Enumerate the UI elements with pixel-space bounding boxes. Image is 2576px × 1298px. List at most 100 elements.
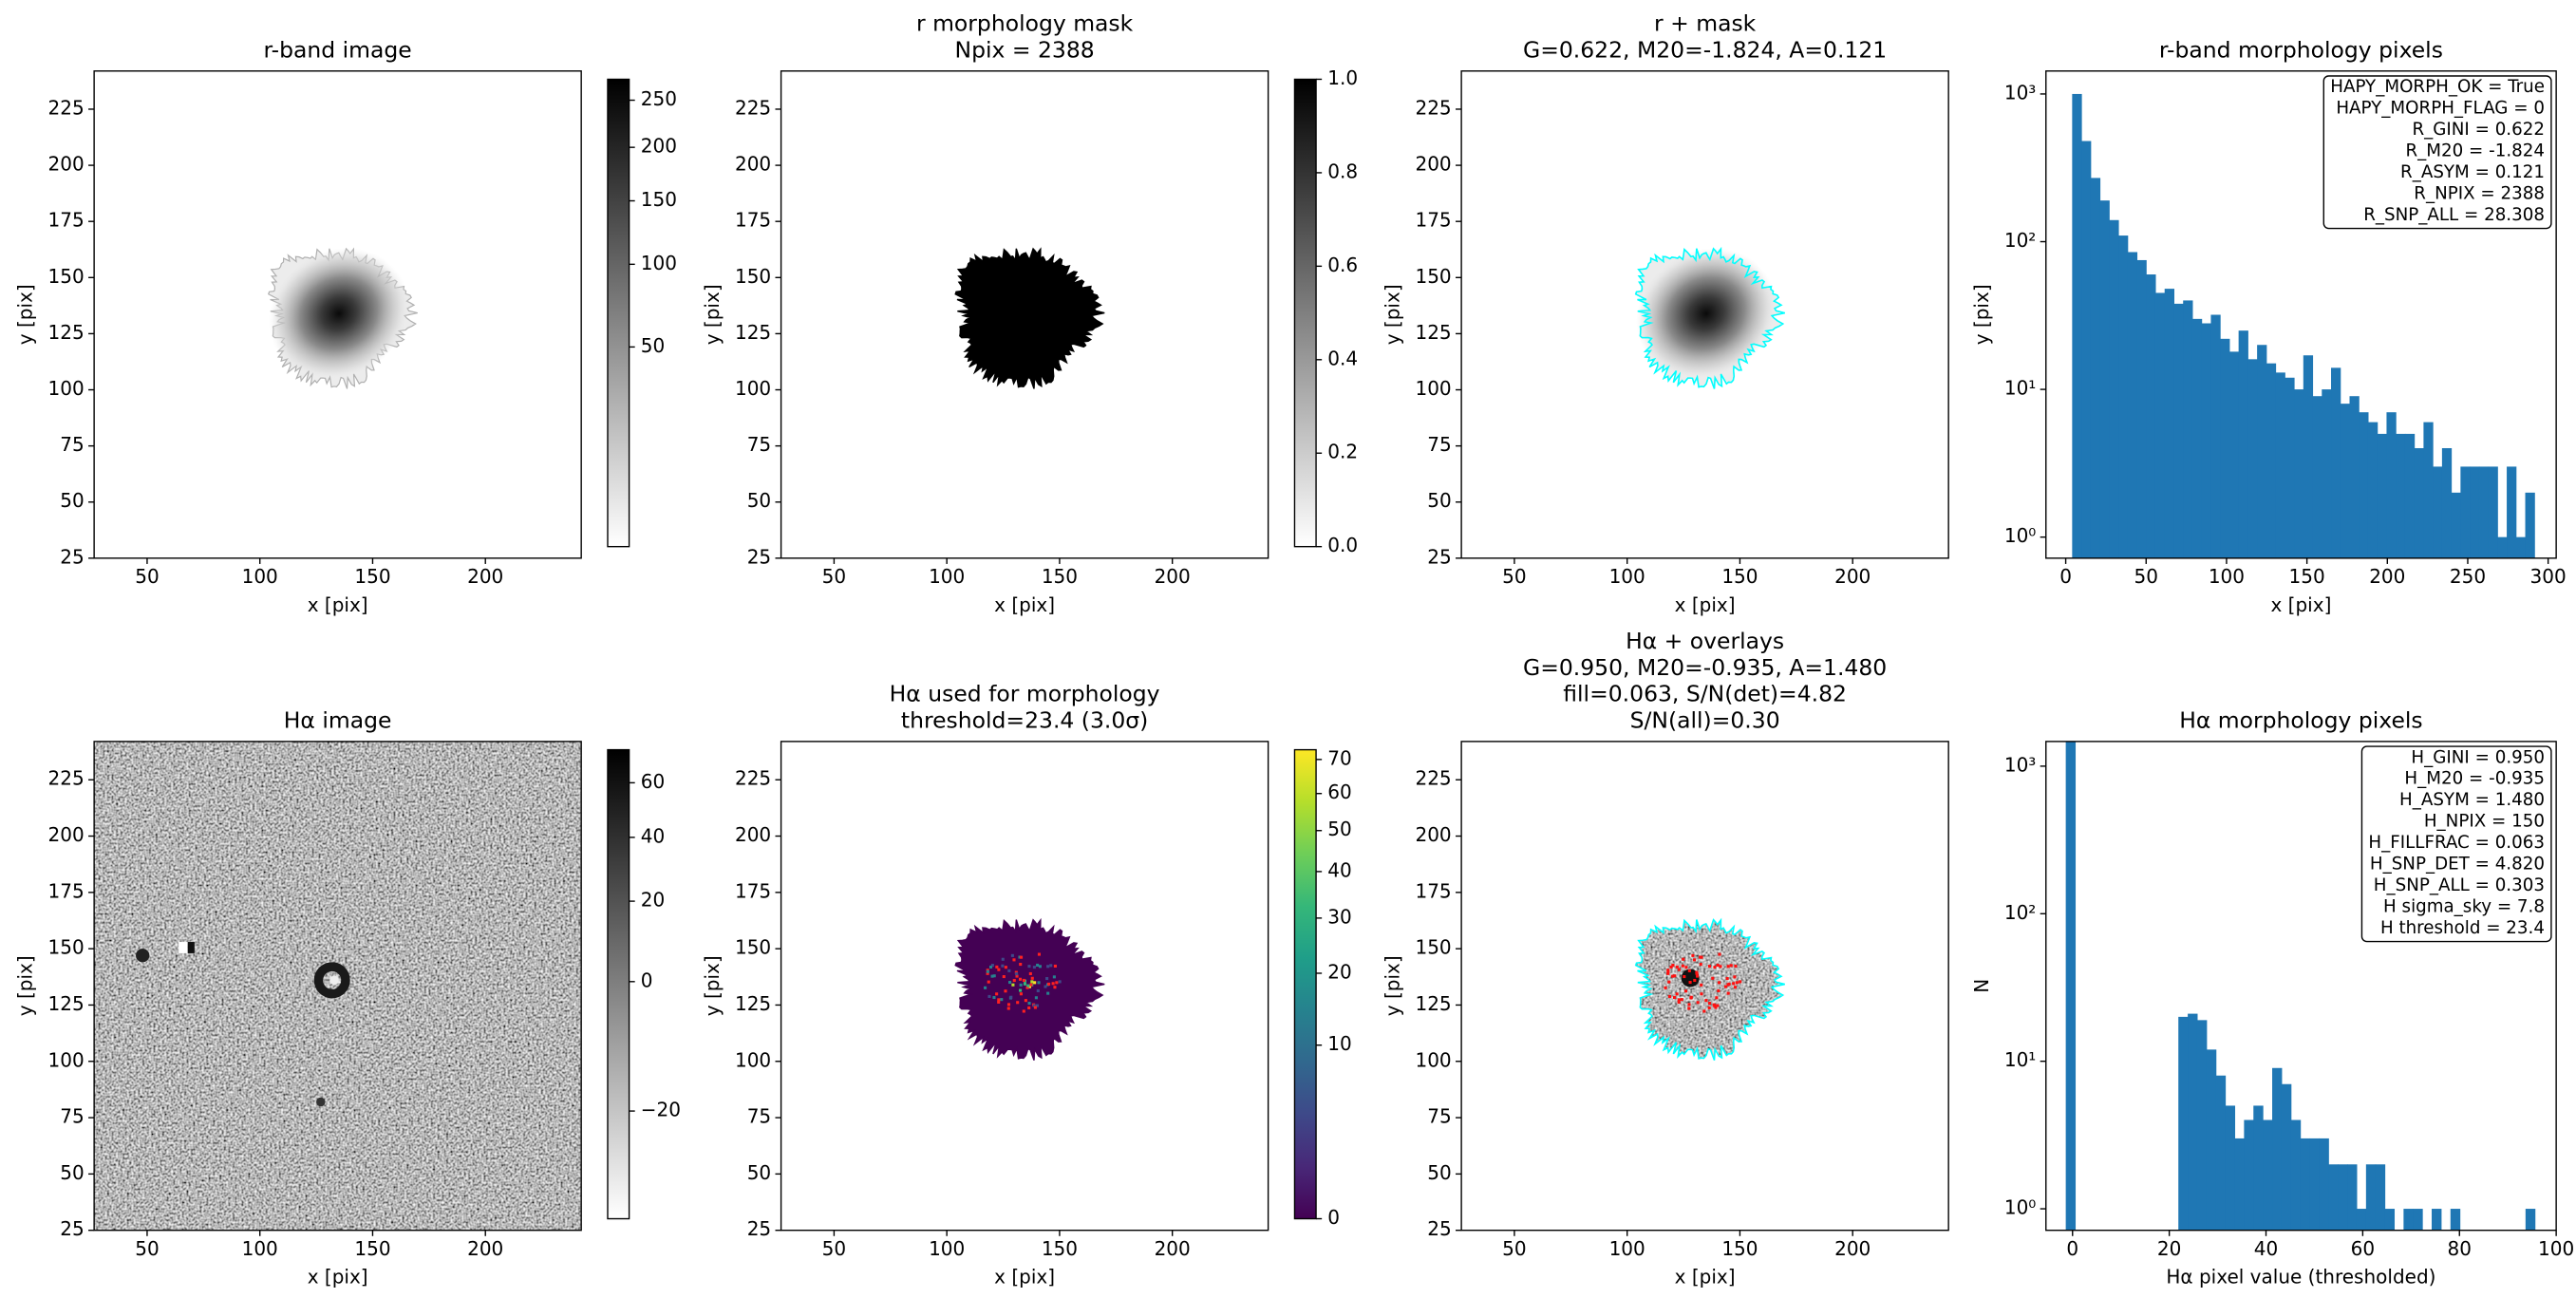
pixel <box>1046 965 1050 969</box>
y-tick-label: 200 <box>48 153 85 176</box>
x-tick-label: 150 <box>1721 565 1758 588</box>
pixel <box>1667 994 1672 998</box>
pixel <box>1680 998 1683 1002</box>
pixel <box>1053 964 1057 969</box>
galaxy-light <box>1636 248 1777 380</box>
source <box>187 942 195 953</box>
histogram-bar <box>2331 367 2341 558</box>
y-tick-label: 175 <box>735 879 771 902</box>
pixel <box>1016 1001 1020 1005</box>
histogram-bar <box>2356 1209 2367 1231</box>
histogram-bar <box>2413 1209 2423 1231</box>
panel: 50 100 150 200 25 50 75 100 125 150 175 200 225 x [pi… <box>701 10 1358 616</box>
x-tick-label: 150 <box>1721 1237 1758 1260</box>
pixel <box>1011 983 1015 987</box>
x-tick-label: 150 <box>354 1237 390 1260</box>
pixel <box>1733 975 1737 979</box>
y-tick-label: 150 <box>1415 265 1451 288</box>
colorbar <box>1293 78 1317 548</box>
pixel <box>1732 982 1736 986</box>
pixel <box>1001 964 1005 968</box>
histogram-bar <box>2136 259 2147 558</box>
pixel <box>1739 980 1742 984</box>
y-tick-label: 150 <box>735 265 771 288</box>
histogram-bar <box>2470 466 2480 558</box>
histogram-bar <box>2228 351 2240 558</box>
y-tick-label: 25 <box>747 1217 771 1240</box>
histogram-bar <box>2386 412 2397 558</box>
pixel <box>986 971 989 975</box>
plot-area <box>2072 93 2535 558</box>
y-tick-label: 175 <box>48 209 85 232</box>
x-tick-label: 300 <box>2530 565 2567 588</box>
annotation-line: HAPY_MORPH_OK = True <box>2330 77 2545 97</box>
panel-title: S/N(all)=0.30 <box>1630 707 1780 734</box>
histogram-bar <box>2099 200 2110 558</box>
histogram-bar <box>2450 1209 2461 1231</box>
pixel <box>1033 981 1037 985</box>
x-tick-label: 200 <box>1155 1237 1191 1260</box>
x-tick-label: 150 <box>2289 565 2325 588</box>
histogram-bar <box>2403 1209 2414 1231</box>
panel-title: Hα morphology pixels <box>2179 707 2422 734</box>
pixel <box>1708 1002 1712 1006</box>
pixel <box>1671 964 1675 968</box>
x-tick-label: 200 <box>467 565 503 588</box>
x-tick-label: 150 <box>354 565 390 588</box>
pixel <box>1673 974 1677 978</box>
pixel <box>1023 982 1026 986</box>
y-tick-label: 150 <box>48 265 85 288</box>
y-tick-label: 175 <box>48 879 85 902</box>
pixel <box>1718 952 1721 956</box>
pixel <box>1001 957 1005 961</box>
colorbar-tick-label: 0.4 <box>1327 347 1358 369</box>
histogram-bar <box>2384 1209 2396 1231</box>
pixel <box>1044 985 1047 988</box>
histogram-bar <box>2065 741 2077 1231</box>
histogram-bar <box>2515 536 2527 558</box>
pixel <box>1033 1006 1037 1009</box>
y-tick-label: 125 <box>735 321 771 344</box>
pixel <box>1028 971 1032 976</box>
pixel <box>1045 977 1049 981</box>
y-tick-label: 225 <box>1415 96 1451 119</box>
pixel <box>1726 965 1730 969</box>
colorbar-tick-label: 60 <box>641 770 665 793</box>
colorbar-tick-label: 0.0 <box>1327 534 1358 556</box>
histogram-bar <box>2349 396 2360 558</box>
pixel <box>1677 968 1681 971</box>
x-axis-label: x [pix] <box>994 1266 1055 1289</box>
pixel <box>1047 982 1051 986</box>
histogram-bar <box>2525 492 2535 558</box>
pixel <box>1000 998 1004 1002</box>
pixel <box>997 1000 1001 1004</box>
y-axis-label: y [pix] <box>1970 284 1993 345</box>
x-axis-label: x [pix] <box>308 593 368 616</box>
annotation-line: H_GINI = 0.950 <box>2411 747 2545 767</box>
x-tick-label: 60 <box>2351 1237 2375 1260</box>
pixel <box>1735 981 1739 985</box>
y-tick-label: 25 <box>1427 545 1451 568</box>
histogram-bar <box>2238 330 2248 558</box>
y-tick-label: 125 <box>48 321 85 344</box>
pixel <box>1004 966 1007 969</box>
histogram-bar <box>2275 372 2285 558</box>
pixel <box>1729 964 1733 968</box>
pixel <box>997 998 1001 1002</box>
pixel <box>1049 964 1053 968</box>
noise-image <box>94 741 582 1231</box>
x-tick-label: 100 <box>242 565 278 588</box>
panel: 0 50 100 150 200 250 300 10⁰ 10¹ 10² 10³ x [pix] y [… <box>1970 36 2567 615</box>
pixel <box>1672 995 1677 1000</box>
pixel <box>1714 1006 1718 1009</box>
histogram-bar <box>2451 492 2461 558</box>
y-axis-label: y [pix] <box>13 955 36 1016</box>
pixel <box>1700 955 1703 959</box>
pixel <box>1717 988 1720 993</box>
pixel <box>1055 981 1059 985</box>
annotation-line: H_FILLFRAC = 0.063 <box>2368 833 2545 853</box>
y-axis-label: y [pix] <box>701 284 724 345</box>
colorbar-tick-label: 60 <box>1327 781 1351 803</box>
pixel <box>1699 963 1702 967</box>
pixel <box>1715 996 1719 1000</box>
